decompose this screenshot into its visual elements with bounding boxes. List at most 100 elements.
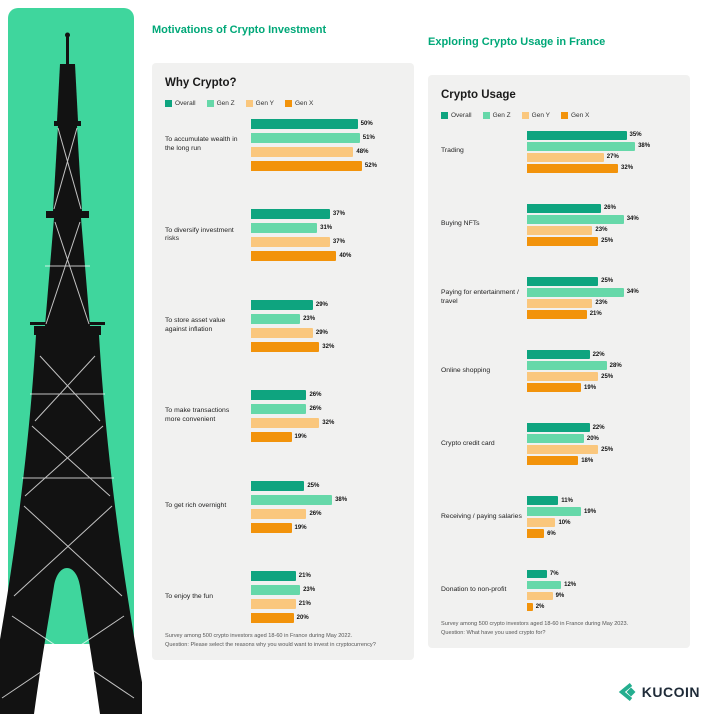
bar-value: 21% xyxy=(298,573,311,580)
bar-overall xyxy=(251,209,330,220)
bar-overall xyxy=(527,350,590,359)
bar-row: 26% xyxy=(527,204,655,213)
bar-gen-z xyxy=(251,404,307,415)
bar-value: 23% xyxy=(595,300,608,307)
bar-row: 21% xyxy=(527,310,655,319)
category-label: Trading xyxy=(441,147,464,155)
usage-chart-panel: Exploring Crypto Usage in France Crypto … xyxy=(428,36,690,648)
category-group: To make transactions more convenient 26% 2… xyxy=(165,390,401,443)
bar-gen-z xyxy=(251,133,360,143)
bar-row: 23% xyxy=(251,313,379,324)
category-group: Trading 35% 38% 27% 32% xyxy=(441,131,677,173)
bars: 22% 20% 25% 18% xyxy=(527,423,677,465)
bar-gen-z xyxy=(527,142,636,151)
chart-area: Trading 35% 38% 27% 32% Buying NFTs 26% 34% 23% 2… xyxy=(441,131,677,612)
bar-value: 6% xyxy=(547,530,556,537)
category-label: Paying for entertainment / travel xyxy=(441,289,519,305)
bar-gen-z xyxy=(251,223,318,234)
bar-value: 22% xyxy=(592,424,605,431)
bar-value: 23% xyxy=(303,587,316,594)
bar-row: 22% xyxy=(527,350,655,359)
bars: 37% 31% 37% 40% xyxy=(251,209,401,262)
bar-row: 32% xyxy=(251,341,379,352)
bars: 7% 12% 9% 2% xyxy=(527,569,677,612)
category-group: To accumulate wealth in the long run 50% 5… xyxy=(165,119,401,171)
chart-title: Why Crypto? xyxy=(165,77,237,89)
bar-gen-y xyxy=(527,445,599,454)
bars: 11% 19% 10% 6% xyxy=(527,496,677,538)
bar-gen-y xyxy=(251,237,330,248)
bar-row: 10% xyxy=(527,518,655,527)
bar-value: 26% xyxy=(603,205,616,212)
bar-gen-y xyxy=(251,147,354,157)
bar-overall xyxy=(527,204,601,213)
bar-overall xyxy=(251,119,358,129)
bar-row: 25% xyxy=(527,372,655,381)
category-label: Buying NFTs xyxy=(441,220,480,228)
bar-overall xyxy=(527,277,599,286)
bar-gen-y xyxy=(527,372,599,381)
bar-value: 27% xyxy=(606,154,619,161)
bar-row: 18% xyxy=(527,456,655,465)
bar-row: 32% xyxy=(527,164,655,173)
bar-value: 32% xyxy=(322,420,335,427)
bar-row: 23% xyxy=(251,585,379,596)
bar-gen-z xyxy=(527,288,624,297)
category-group: Crypto credit card 22% 20% 25% 18% xyxy=(441,423,677,465)
bar-value: 40% xyxy=(339,253,352,260)
bar-gen-x xyxy=(527,310,587,319)
bar-row: 9% xyxy=(527,591,655,601)
bar-value: 25% xyxy=(601,446,614,453)
legend-swatch xyxy=(165,100,172,107)
category-group: To enjoy the fun 21% 23% 21% 20% xyxy=(165,571,401,624)
bar-row: 23% xyxy=(527,226,655,235)
bar-gen-y xyxy=(527,591,553,601)
footnote-line: Question: Please select the reasons why … xyxy=(165,642,376,649)
bars: 50% 51% 48% 52% xyxy=(251,119,401,171)
legend-item: Overall xyxy=(165,100,196,107)
bar-gen-y xyxy=(251,599,296,610)
bar-value: 34% xyxy=(626,216,639,223)
category-group: Paying for entertainment / travel 25% 34% 2… xyxy=(441,277,677,319)
bar-value: 22% xyxy=(592,351,605,358)
bars: 35% 38% 27% 32% xyxy=(527,131,677,173)
bar-row: 12% xyxy=(527,580,655,590)
category-group: To diversify investment risks 37% 31% 37% 40… xyxy=(165,209,401,262)
bar-value: 52% xyxy=(364,163,377,169)
bar-gen-y xyxy=(251,327,313,338)
legend: Overall Gen Z Gen Y Gen X xyxy=(165,100,401,107)
bar-gen-x xyxy=(251,341,320,352)
bar-value: 23% xyxy=(595,227,608,234)
category-label: Online shopping xyxy=(441,366,491,374)
bar-value: 25% xyxy=(601,278,614,285)
bar-overall xyxy=(527,569,547,579)
legend-label: Gen X xyxy=(570,112,590,119)
chart-footnote: Survey among 500 crypto investors aged 1… xyxy=(165,632,401,650)
kucoin-logo: KUCOIN xyxy=(616,682,700,702)
bar-row: 19% xyxy=(251,432,379,443)
legend-label: Overall xyxy=(451,112,472,119)
chart-card: Why Crypto? Overall Gen Z Gen Y Gen X To ac… xyxy=(152,63,414,660)
bar-value: 50% xyxy=(360,121,373,127)
bar-gen-z xyxy=(251,494,333,505)
bar-row: 28% xyxy=(527,361,655,370)
category-group: To get rich overnight 25% 38% 26% 19% xyxy=(165,480,401,533)
bar-row: 19% xyxy=(527,507,655,516)
bar-gen-x xyxy=(251,432,292,443)
bar-row: 23% xyxy=(527,299,655,308)
category-label: To diversify investment risks xyxy=(165,226,234,243)
bar-row: 34% xyxy=(527,215,655,224)
bar-gen-x xyxy=(251,251,337,262)
bar-gen-y xyxy=(251,418,320,429)
bar-gen-x xyxy=(527,383,582,392)
bar-gen-y xyxy=(527,153,604,162)
bar-row: 6% xyxy=(527,529,655,538)
bars: 26% 26% 32% 19% xyxy=(251,390,401,443)
bar-value: 26% xyxy=(309,392,322,399)
bars: 22% 28% 25% 19% xyxy=(527,350,677,392)
category-label: Crypto credit card xyxy=(441,439,495,447)
bar-value: 31% xyxy=(320,225,333,232)
bar-value: 19% xyxy=(294,524,307,531)
bar-value: 38% xyxy=(638,143,651,150)
bar-row: 37% xyxy=(251,237,379,248)
